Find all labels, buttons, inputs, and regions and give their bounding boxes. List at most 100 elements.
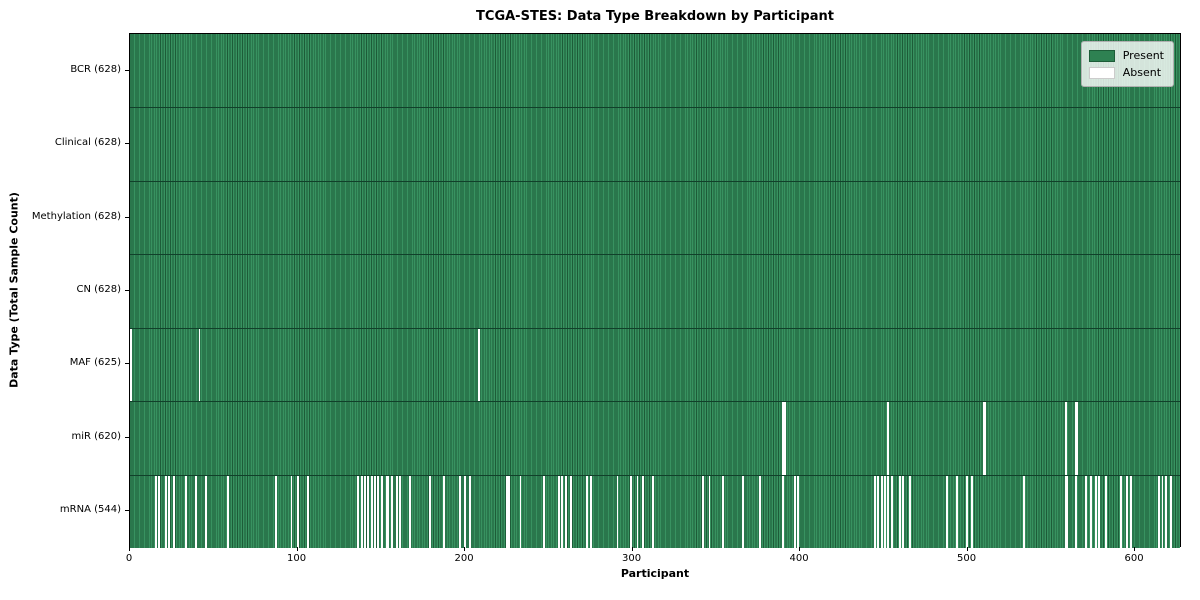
absent-gap [387, 475, 390, 548]
legend-label-absent: Absent [1122, 66, 1162, 79]
absent-gap [385, 475, 388, 548]
absent-gap [409, 475, 412, 548]
heatmap-row-mir [130, 401, 1180, 475]
absent-gap [158, 475, 161, 548]
absent-gap [651, 475, 654, 548]
absent-gap [797, 475, 799, 548]
xtick-label-100: 100 [286, 553, 307, 564]
absent-gap [507, 475, 510, 548]
xtick-label-600: 600 [1124, 553, 1144, 564]
absent-gap [874, 475, 876, 548]
xtick-label-400: 400 [789, 553, 809, 564]
absent-gap [877, 475, 880, 548]
absent-gap [782, 475, 784, 548]
absent-gap [173, 475, 176, 548]
absent-gap [616, 475, 619, 548]
absent-gap [782, 402, 784, 475]
absent-gap [155, 475, 157, 548]
absent-gap [395, 475, 398, 548]
absent-gap [360, 475, 363, 548]
absent-gap [168, 475, 171, 548]
absent-gap [307, 475, 310, 548]
absent-gap [783, 402, 786, 475]
absent-gap [965, 475, 968, 548]
absent-gap [519, 475, 522, 548]
absent-gap [1022, 475, 1025, 548]
absent-gap [629, 475, 632, 548]
legend-label-present: Present [1122, 49, 1164, 62]
plot-area: Present Absent [129, 33, 1181, 548]
absent-gap [1119, 475, 1122, 548]
absent-gap [741, 475, 744, 548]
ytick-label-clinical: Clinical (628) [54, 137, 121, 149]
ytick-label-bcr: BCR (628) [70, 63, 121, 75]
ytick-mark [125, 143, 129, 145]
absent-gap [429, 475, 432, 548]
heatmap-row-mrna [130, 474, 1180, 548]
heatmap-row-methylation [130, 180, 1180, 255]
absent-gap [1064, 402, 1067, 475]
absent-gap [758, 475, 761, 548]
absent-gap [1164, 475, 1167, 548]
ytick-mark [125, 510, 129, 512]
absent-gap [955, 475, 958, 548]
absent-gap [1074, 475, 1077, 548]
absent-gap [399, 475, 402, 548]
absent-gap [297, 475, 300, 548]
absent-gap [558, 475, 560, 548]
ytick-label-methylation: Methylation (628) [31, 210, 121, 222]
xtick-mark [296, 547, 298, 551]
xtick-mark [129, 547, 130, 551]
absent-gap [374, 475, 376, 548]
absent-gap [506, 475, 509, 548]
absent-gap [275, 475, 278, 548]
ytick-mark [125, 216, 129, 218]
heatmap-row-clinical [130, 107, 1180, 181]
absent-gap [1094, 475, 1097, 548]
xtick-label-200: 200 [454, 553, 474, 564]
xtick-mark [799, 547, 801, 551]
absent-gap [793, 475, 796, 548]
absent-gap [589, 475, 592, 548]
absent-gap [887, 402, 890, 475]
legend-entry-absent: Absent [1088, 64, 1164, 81]
absent-gap [205, 475, 208, 548]
absent-gap [1074, 402, 1077, 475]
absent-gap [442, 475, 445, 548]
absent-gap [1098, 475, 1100, 548]
ytick-mark [125, 436, 129, 438]
absent-gap [984, 402, 987, 475]
absent-gap [701, 475, 704, 548]
absent-gap [636, 475, 639, 548]
ytick-label-cn: CN (628) [76, 284, 121, 295]
heatmap-row-cn [130, 254, 1180, 328]
absent-gap [1084, 475, 1087, 548]
absent-gap [1089, 475, 1092, 548]
legend: Present Absent [1080, 41, 1174, 87]
absent-gap [880, 475, 883, 548]
legend-entry-present: Present [1088, 47, 1164, 64]
absent-gap [377, 475, 380, 548]
absent-gap [899, 475, 901, 548]
legend-swatch-present [1088, 49, 1115, 62]
ytick-label-mrna: mRNA (544) [59, 504, 121, 516]
absent-gap [909, 475, 912, 548]
absent-gap [561, 475, 564, 548]
absent-gap [902, 475, 905, 548]
absent-gap [370, 475, 373, 548]
absent-gap [469, 475, 472, 548]
xtick-label-300: 300 [622, 553, 642, 564]
absent-gap [1104, 475, 1107, 548]
absent-gap [195, 475, 198, 548]
absent-gap [542, 475, 545, 548]
absent-gap [890, 475, 893, 548]
absent-gap [1129, 475, 1132, 548]
legend-swatch-absent [1088, 66, 1115, 79]
absent-gap [198, 328, 201, 402]
absent-gap [884, 475, 886, 548]
absent-gap [459, 475, 462, 548]
absent-gap [1064, 475, 1067, 548]
absent-gap [464, 475, 467, 548]
absent-gap [569, 475, 572, 548]
